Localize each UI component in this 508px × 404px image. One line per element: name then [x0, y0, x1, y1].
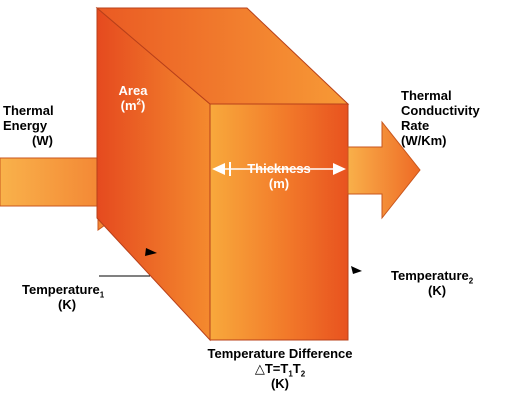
temperature1-label: Temperature1 (K): [22, 282, 104, 312]
temperature1-word: Temperature: [22, 282, 100, 297]
temperature-difference-formula: △T=T1T2: [190, 361, 370, 379]
temperature1-unit: (K): [58, 297, 77, 312]
area-label: Area (m2): [113, 83, 153, 113]
temperature1-subscript: 1: [99, 290, 105, 300]
temperature-difference-unit: (K): [270, 376, 290, 391]
thickness-line1: Thickness: [247, 161, 311, 176]
thickness-arrowhead-right: [333, 163, 346, 175]
temperature-difference-label: Temperature Difference △T=T1T2 (K): [190, 346, 370, 391]
formula-t2: T: [292, 361, 301, 376]
temperature2-label: Temperature2 (K): [391, 268, 473, 298]
conductivity-line2: Conductivity: [401, 103, 480, 118]
temperature2-word: Temperature: [391, 268, 469, 283]
formula-subscript-2: 2: [300, 369, 306, 379]
thermal-energy-unit: (W): [32, 133, 53, 148]
area-unit-suffix: ): [141, 98, 146, 113]
conductivity-line1: Thermal: [401, 88, 452, 103]
conductivity-line3: Rate: [401, 118, 430, 133]
thermal-energy-line1: Thermal: [3, 103, 54, 118]
area-unit-prefix: (m: [120, 98, 137, 113]
temperature1-pointer: [145, 248, 157, 256]
conductivity-unit: (W/Km): [401, 133, 447, 148]
formula-delta-t: △T=T: [254, 361, 289, 376]
thickness-arrowhead-left: [212, 163, 225, 175]
conductivity-label: Thermal Conductivity Rate (W/Km): [401, 88, 480, 148]
formula-subscript-1: 1: [288, 369, 293, 379]
area-unit-exponent: 2: [136, 97, 141, 107]
thickness-unit: (m): [268, 176, 290, 191]
temperature2-unit: (K): [428, 283, 447, 298]
area-label-unit: (m2): [113, 98, 153, 113]
temperature1-text: Temperature1: [22, 282, 105, 300]
temperature2-subscript: 2: [468, 276, 474, 286]
area-label-line1: Area: [118, 83, 148, 98]
thermal-energy-line2: Energy: [3, 118, 48, 133]
temperature2-text: Temperature2: [391, 268, 474, 286]
output-heat-arrow: [347, 120, 421, 220]
thickness-label: Thickness (m): [238, 161, 320, 191]
thermal-energy-label: Thermal Energy (W): [3, 103, 54, 148]
temperature-difference-title: Temperature Difference: [207, 346, 353, 361]
block-front-face: [209, 103, 349, 341]
temperature2-pointer: [351, 266, 362, 274]
